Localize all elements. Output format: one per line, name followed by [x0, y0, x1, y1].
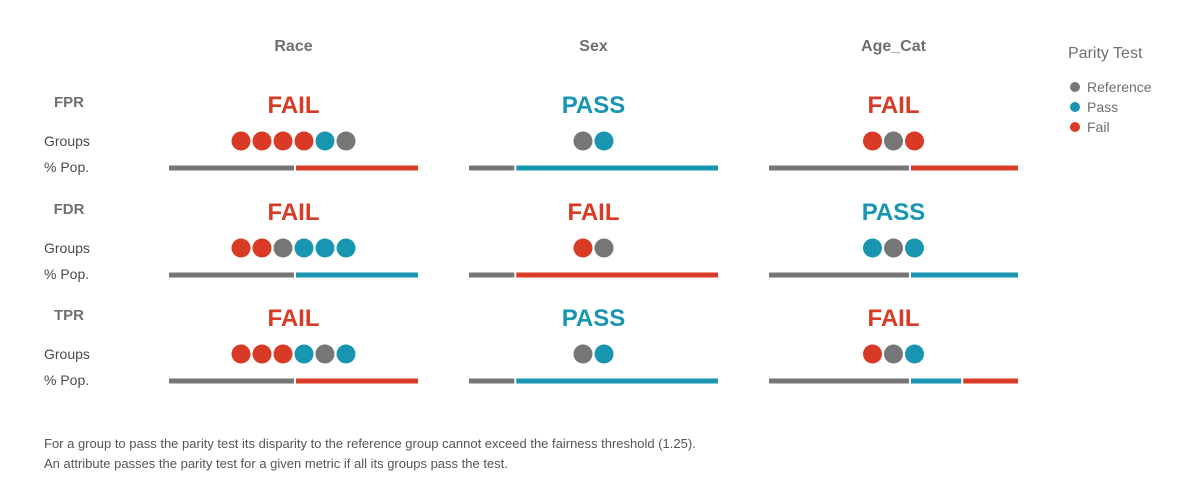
result-label-tpr-sex: PASS: [562, 305, 626, 332]
population-row-label: % Pop.: [44, 159, 89, 175]
group-dot-pass: [863, 238, 882, 258]
result-label-fpr-age-cat: FAIL: [868, 92, 920, 119]
population-segment-ref: [769, 378, 909, 384]
group-dot-fail: [252, 344, 272, 364]
population-segment-pass: [910, 272, 1018, 278]
group-dot-fail: [231, 238, 251, 258]
column-header-sex: Sex: [579, 38, 608, 55]
legend-title: Parity Test: [1068, 45, 1143, 62]
group-dot-fail: [252, 238, 272, 258]
result-label-fdr-sex: FAIL: [568, 199, 620, 226]
population-row-label: % Pop.: [44, 266, 89, 282]
legend-label-pass: Pass: [1087, 99, 1118, 115]
result-label-fpr-sex: PASS: [562, 92, 626, 119]
group-dot-ref: [884, 238, 903, 258]
group-dot-fail: [294, 131, 314, 151]
legend-swatch-fail: [1070, 122, 1080, 132]
population-segment-pass: [516, 165, 718, 171]
group-dot-pass: [294, 238, 314, 258]
group-dot-fail: [273, 131, 293, 151]
population-segment-pass: [295, 272, 418, 278]
group-dot-pass: [315, 238, 335, 258]
population-segment-fail: [963, 378, 1018, 384]
metric-label-fdr: FDR: [54, 201, 85, 218]
metric-label-tpr: TPR: [54, 307, 84, 324]
population-segment-ref: [469, 378, 515, 384]
column-header-age-cat: Age_Cat: [861, 38, 927, 55]
group-dot-ref: [573, 131, 593, 151]
result-label-fdr-age-cat: PASS: [862, 199, 926, 226]
group-dot-ref: [315, 344, 335, 364]
groups-row-label: Groups: [44, 240, 90, 256]
groups-row-label: Groups: [44, 133, 90, 149]
legend-swatch-ref: [1070, 82, 1080, 92]
population-segment-ref: [169, 165, 294, 171]
result-label-fpr-race: FAIL: [268, 92, 320, 119]
group-dot-ref: [336, 131, 356, 151]
population-segment-ref: [769, 272, 909, 278]
group-dot-fail: [863, 344, 882, 364]
group-dot-fail: [273, 344, 293, 364]
population-segment-fail: [295, 378, 418, 384]
group-dot-ref: [594, 238, 614, 258]
group-dot-pass: [336, 344, 356, 364]
population-segment-fail: [910, 165, 1018, 171]
group-dot-fail: [863, 131, 882, 151]
group-dot-fail: [905, 131, 924, 151]
group-dot-ref: [884, 131, 903, 151]
group-dot-pass: [294, 344, 314, 364]
population-segment-ref: [469, 272, 515, 278]
group-dot-fail: [573, 238, 593, 258]
group-dot-ref: [884, 344, 903, 364]
group-dot-fail: [252, 131, 272, 151]
population-segment-fail: [516, 272, 718, 278]
group-dot-fail: [231, 131, 251, 151]
population-segment-pass: [516, 378, 718, 384]
group-dot-pass: [594, 344, 614, 364]
result-label-fdr-race: FAIL: [268, 199, 320, 226]
group-dot-pass: [336, 238, 356, 258]
result-label-tpr-race: FAIL: [268, 305, 320, 332]
legend-label-fail: Fail: [1087, 119, 1110, 135]
group-dot-ref: [273, 238, 293, 258]
population-segment-ref: [769, 165, 909, 171]
population-segment-pass: [910, 378, 962, 384]
population-segment-ref: [169, 272, 294, 278]
groups-row-label: Groups: [44, 346, 90, 362]
population-segment-ref: [169, 378, 294, 384]
group-dot-pass: [315, 131, 335, 151]
result-label-tpr-age-cat: FAIL: [868, 305, 920, 332]
footnote-line-2: An attribute passes the parity test for …: [44, 456, 508, 471]
group-dot-pass: [594, 131, 614, 151]
column-header-race: Race: [274, 38, 312, 55]
group-dot-fail: [231, 344, 251, 364]
population-segment-ref: [469, 165, 515, 171]
metric-label-fpr: FPR: [54, 94, 84, 111]
population-segment-fail: [295, 165, 418, 171]
population-row-label: % Pop.: [44, 372, 89, 388]
group-dot-pass: [905, 344, 924, 364]
footnote-line-1: For a group to pass the parity test its …: [44, 436, 696, 451]
parity-chart-svg: Race Sex Age_Cat FPR Groups % Pop. FAIL PASS FAI…: [44, 38, 1152, 388]
legend-label-ref: Reference: [1087, 79, 1152, 95]
group-dot-ref: [573, 344, 593, 364]
group-dot-pass: [905, 238, 924, 258]
legend-swatch-pass: [1070, 102, 1080, 112]
